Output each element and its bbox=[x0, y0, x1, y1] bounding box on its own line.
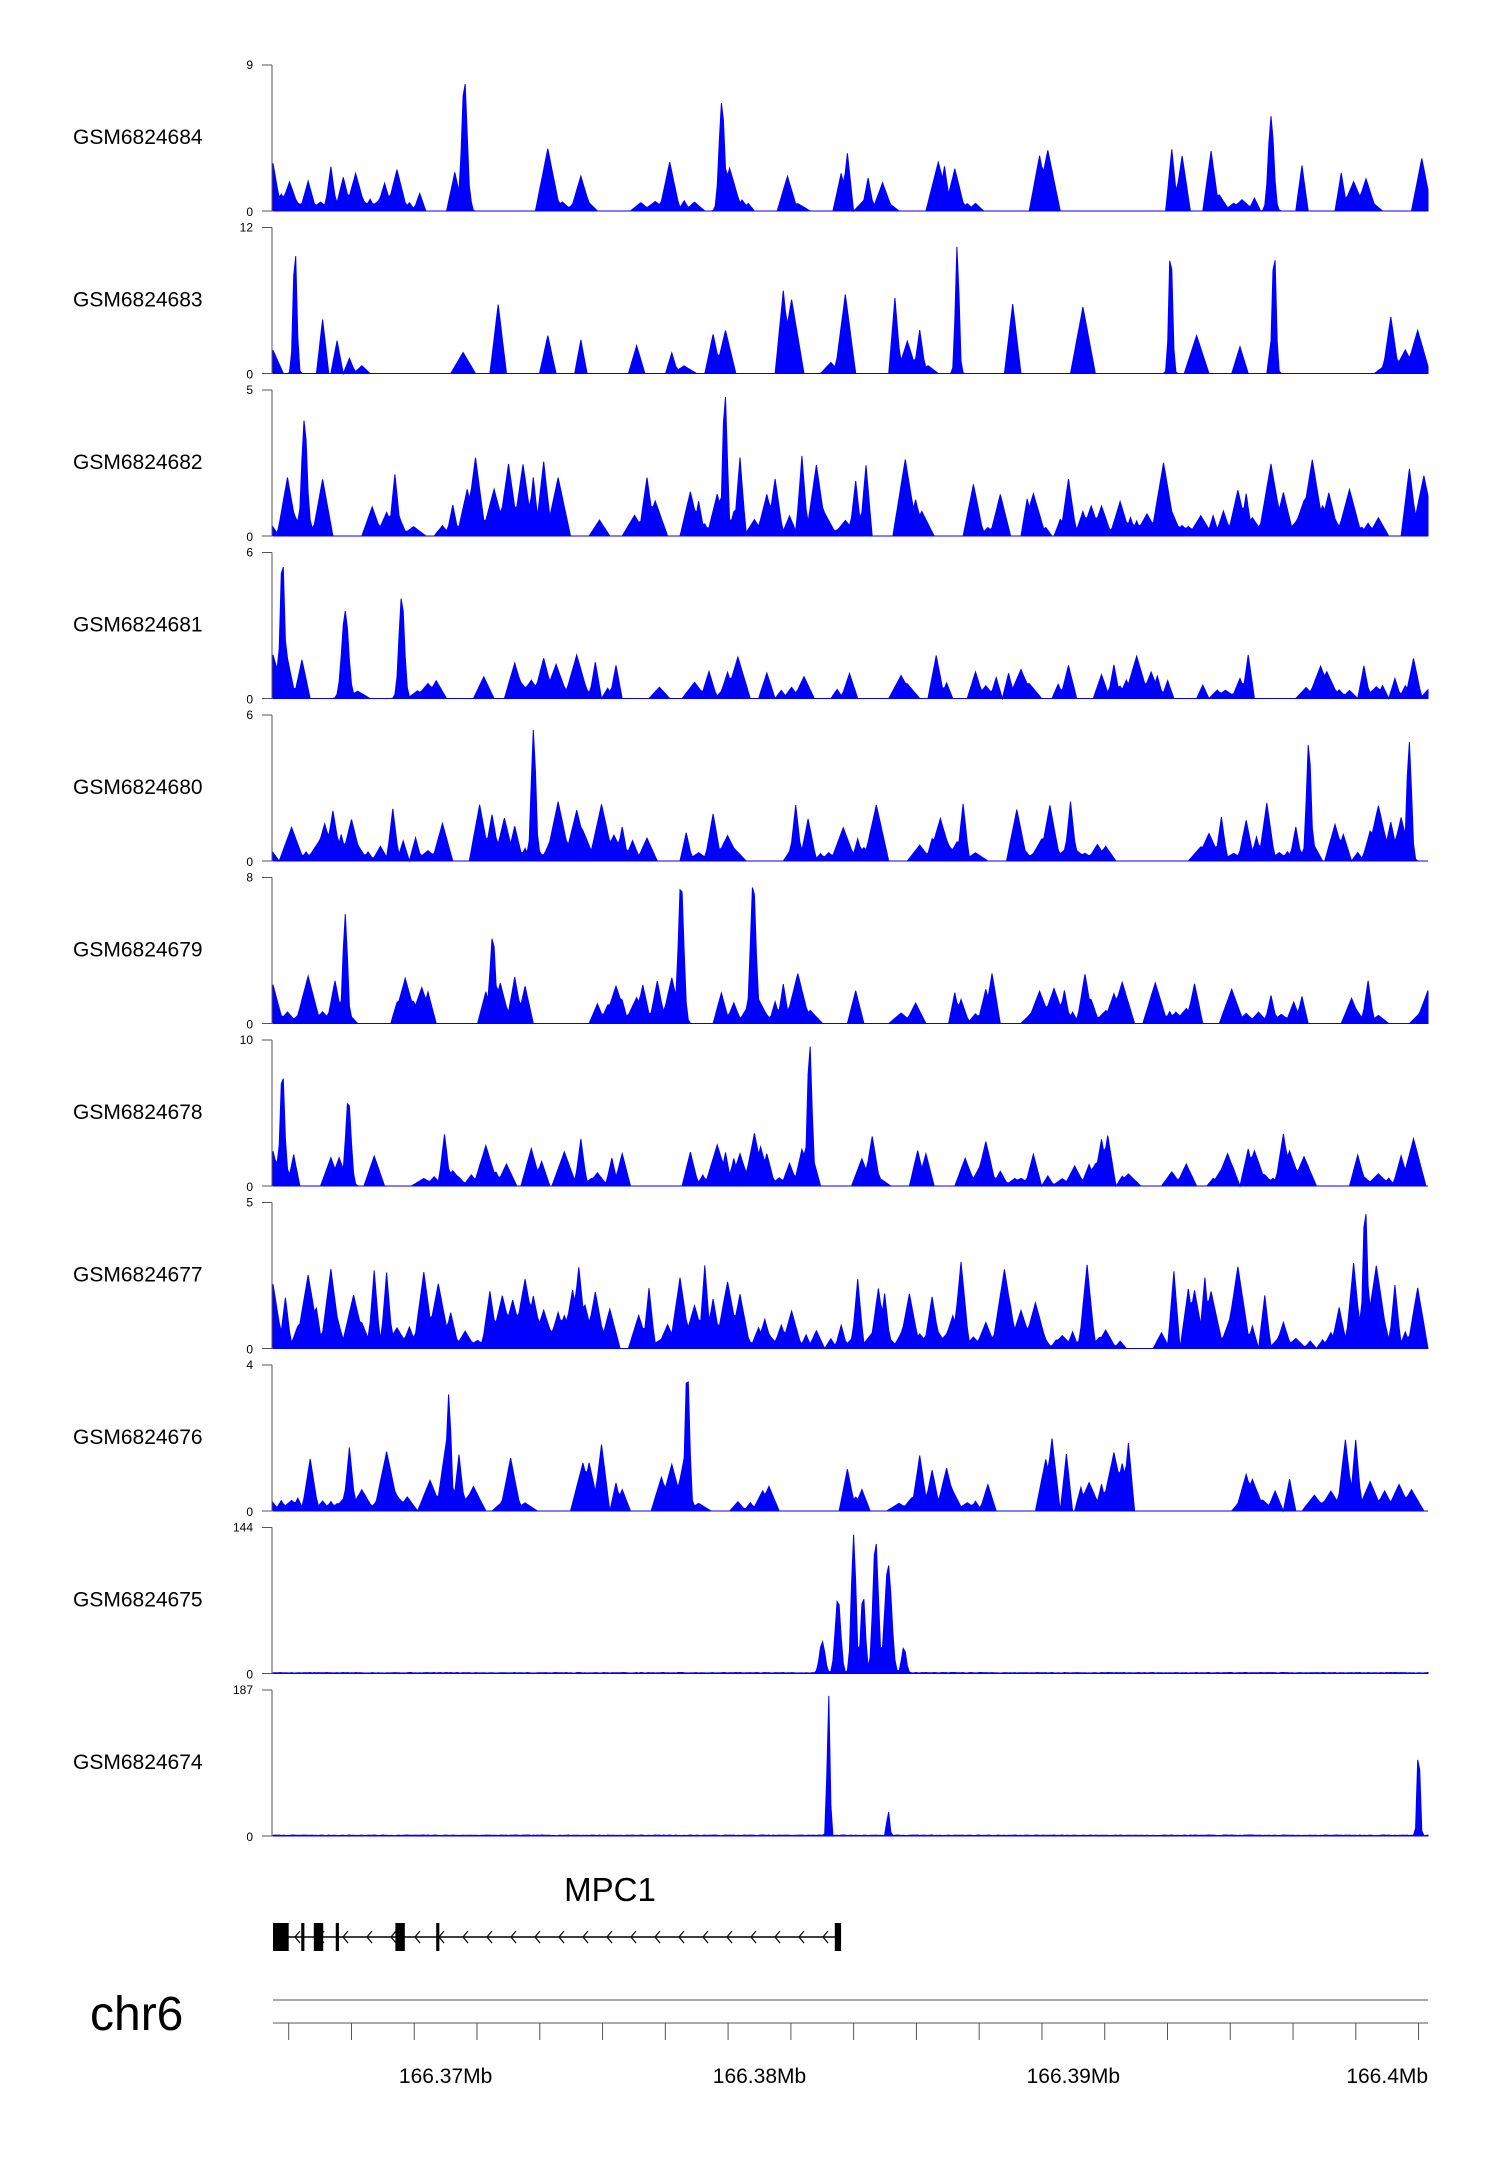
y-min-label: 0 bbox=[246, 1018, 253, 1032]
track-label: GSM6824682 bbox=[73, 451, 203, 474]
y-min-label: 0 bbox=[246, 855, 253, 869]
track-label: GSM6824674 bbox=[73, 1751, 203, 1774]
y-min-label: 0 bbox=[246, 530, 253, 544]
track-GSM6824677: GSM6824677 5 0 bbox=[73, 1196, 1429, 1357]
strand-arrow bbox=[774, 1930, 781, 1944]
track-GSM6824680: GSM6824680 6 0 bbox=[73, 708, 1428, 869]
signal-area bbox=[272, 1695, 1429, 1837]
y-max-label: 12 bbox=[240, 221, 254, 235]
track-GSM6824683: GSM6824683 12 0 bbox=[73, 221, 1429, 382]
y-max-label: 144 bbox=[233, 1521, 253, 1535]
track-GSM6824682: GSM6824682 5 0 bbox=[73, 383, 1429, 544]
track-GSM6824674: GSM6824674 187 0 bbox=[73, 1683, 1429, 1844]
track-label: GSM6824683 bbox=[73, 288, 203, 311]
exon bbox=[335, 1923, 339, 1951]
strand-arrow bbox=[702, 1930, 709, 1944]
track-label: GSM6824680 bbox=[73, 776, 203, 799]
signal-tracks: GSM682468490GSM6824683120GSM682468250GSM… bbox=[73, 58, 1429, 1844]
strand-arrow bbox=[630, 1930, 637, 1944]
exon bbox=[273, 1923, 289, 1951]
y-min-label: 0 bbox=[246, 1343, 253, 1357]
signal-area bbox=[272, 397, 1429, 537]
y-max-label: 9 bbox=[246, 58, 253, 72]
strand-arrow bbox=[750, 1930, 757, 1944]
y-min-label: 0 bbox=[246, 693, 253, 707]
track-label: GSM6824677 bbox=[73, 1263, 203, 1286]
x-tick-label: 166.39Mb bbox=[1027, 2065, 1120, 2088]
strand-arrow bbox=[462, 1930, 469, 1944]
track-label: GSM6824679 bbox=[73, 938, 203, 961]
signal-area bbox=[272, 1046, 1428, 1188]
track-GSM6824684: GSM6824684 9 0 bbox=[73, 58, 1429, 219]
track-GSM6824679: GSM6824679 8 0 bbox=[73, 871, 1429, 1032]
x-tick-label: 166.37Mb bbox=[399, 2065, 492, 2088]
y-max-label: 6 bbox=[246, 708, 253, 722]
track-GSM6824675: GSM6824675 144 0 bbox=[73, 1521, 1429, 1682]
y-min-label: 0 bbox=[246, 205, 253, 219]
strand-arrow bbox=[654, 1930, 661, 1944]
strand-arrow bbox=[294, 1930, 301, 1944]
track-label: GSM6824675 bbox=[73, 1588, 203, 1611]
track-GSM6824676: GSM6824676 4 0 bbox=[73, 1358, 1428, 1519]
strand-arrow bbox=[678, 1930, 685, 1944]
track-label: GSM6824681 bbox=[73, 613, 203, 636]
signal-area bbox=[272, 246, 1429, 376]
strand-arrow bbox=[726, 1930, 733, 1944]
signal-area bbox=[272, 729, 1428, 863]
strand-arrow bbox=[798, 1930, 805, 1944]
y-max-label: 5 bbox=[246, 1196, 253, 1210]
y-max-label: 4 bbox=[246, 1358, 253, 1372]
y-max-label: 6 bbox=[246, 546, 253, 560]
strand-arrow bbox=[414, 1930, 421, 1944]
track-label: GSM6824676 bbox=[73, 1426, 203, 1449]
strand-arrow bbox=[486, 1930, 493, 1944]
gene-name-label: MPC1 bbox=[564, 1871, 656, 1908]
track-label: GSM6824684 bbox=[73, 126, 203, 149]
track-label: GSM6824678 bbox=[73, 1101, 203, 1124]
x-tick-label: 166.4Mb bbox=[1346, 2065, 1428, 2088]
signal-area bbox=[272, 84, 1429, 213]
strand-arrow bbox=[558, 1930, 565, 1944]
y-max-label: 8 bbox=[246, 871, 253, 885]
y-min-label: 0 bbox=[246, 368, 253, 382]
chromosome-label: chr6 bbox=[90, 1988, 183, 2041]
strand-arrow bbox=[510, 1930, 517, 1944]
strand-arrow bbox=[342, 1930, 349, 1944]
strand-arrow bbox=[390, 1930, 397, 1944]
y-min-label: 0 bbox=[246, 1180, 253, 1194]
exon bbox=[313, 1923, 324, 1951]
strand-arrow bbox=[822, 1930, 829, 1944]
signal-area bbox=[272, 1534, 1429, 1674]
genomic-axis: chr6 166.37Mb 166.38Mb 166.39Mb 166.4Mb bbox=[90, 1988, 1428, 2088]
strand-arrow bbox=[534, 1930, 541, 1944]
y-min-label: 0 bbox=[246, 1505, 253, 1519]
y-max-label: 10 bbox=[240, 1033, 254, 1047]
y-max-label: 187 bbox=[233, 1683, 253, 1697]
signal-area bbox=[272, 1381, 1428, 1513]
strand-arrow bbox=[582, 1930, 589, 1944]
y-max-label: 5 bbox=[246, 383, 253, 397]
signal-area bbox=[272, 1214, 1429, 1350]
track-GSM6824678: GSM6824678 10 0 bbox=[73, 1033, 1428, 1194]
track-GSM6824681: GSM6824681 6 0 bbox=[73, 546, 1429, 707]
y-min-label: 0 bbox=[246, 1668, 253, 1682]
exon bbox=[395, 1923, 405, 1951]
strand-arrow bbox=[366, 1930, 373, 1944]
exon bbox=[301, 1923, 305, 1951]
exon bbox=[834, 1923, 842, 1951]
x-tick-label: 166.38Mb bbox=[713, 2065, 806, 2088]
strand-arrow bbox=[606, 1930, 613, 1944]
y-min-label: 0 bbox=[246, 1830, 253, 1844]
signal-area bbox=[272, 887, 1429, 1024]
exon bbox=[436, 1923, 440, 1951]
signal-area bbox=[272, 566, 1429, 701]
gene-annotation-track: MPC1 bbox=[273, 1871, 842, 1951]
